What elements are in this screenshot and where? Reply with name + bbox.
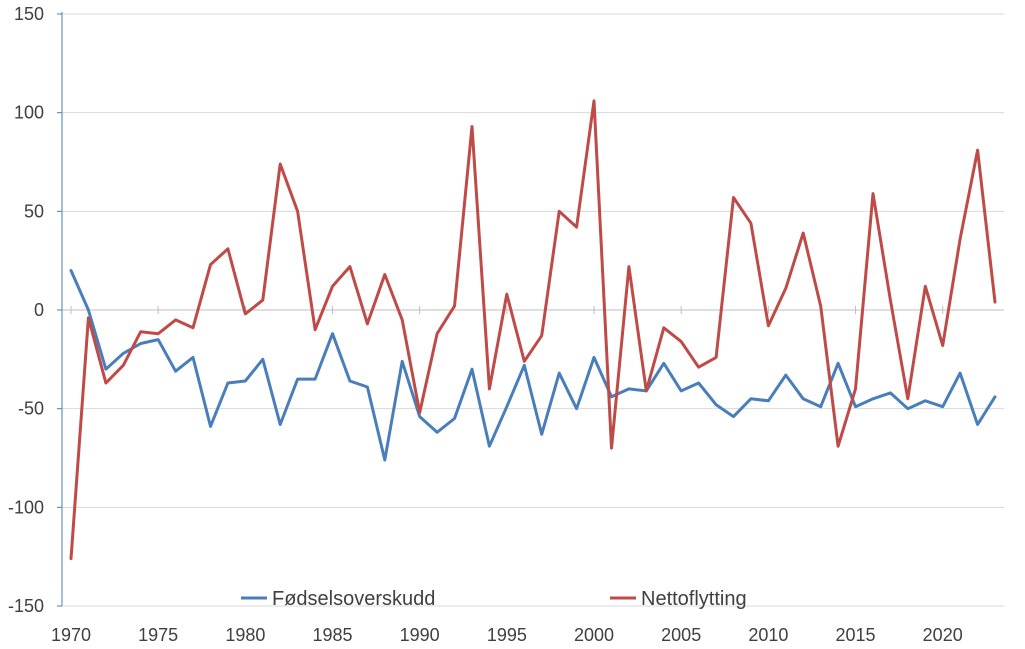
y-tick-label: -50 bbox=[18, 399, 44, 419]
x-tick-label: 2015 bbox=[836, 625, 876, 645]
series-lines bbox=[69, 99, 997, 561]
x-tick-labels: 1970 1975 1980 1985 1990 1995 2000 2005 2010 2015… bbox=[51, 625, 963, 645]
x-tick-label: 2020 bbox=[923, 625, 963, 645]
y-tick-label: 100 bbox=[14, 103, 44, 123]
y-tick-labels: 150 100 50 0 -50 -100 -150 bbox=[8, 4, 44, 616]
legend: Fødselsoverskudd Nettoflytting bbox=[241, 588, 747, 610]
x-tick-label: 2005 bbox=[661, 625, 701, 645]
x-tick-label: 1980 bbox=[225, 625, 265, 645]
y-tick-label: -100 bbox=[8, 497, 44, 517]
y-tick-label: 0 bbox=[34, 300, 44, 320]
y-tick-label: -150 bbox=[8, 596, 44, 616]
series-line-1 bbox=[69, 269, 997, 462]
x-tick-label: 1970 bbox=[51, 625, 91, 645]
y-tick-label: 150 bbox=[14, 4, 44, 24]
x-tick-label: 1995 bbox=[487, 625, 527, 645]
legend-label: Fødselsoverskudd bbox=[272, 588, 435, 610]
y-tick-label: 50 bbox=[24, 201, 44, 221]
x-tick-label: 1990 bbox=[400, 625, 440, 645]
legend-label: Nettoflytting bbox=[641, 588, 747, 610]
x-tick-label: 2000 bbox=[574, 625, 614, 645]
axes bbox=[57, 12, 1004, 607]
series-line-2 bbox=[69, 99, 997, 561]
x-tick-label: 1975 bbox=[138, 625, 178, 645]
x-tick-label: 1985 bbox=[312, 625, 352, 645]
x-tick-label: 2010 bbox=[748, 625, 788, 645]
